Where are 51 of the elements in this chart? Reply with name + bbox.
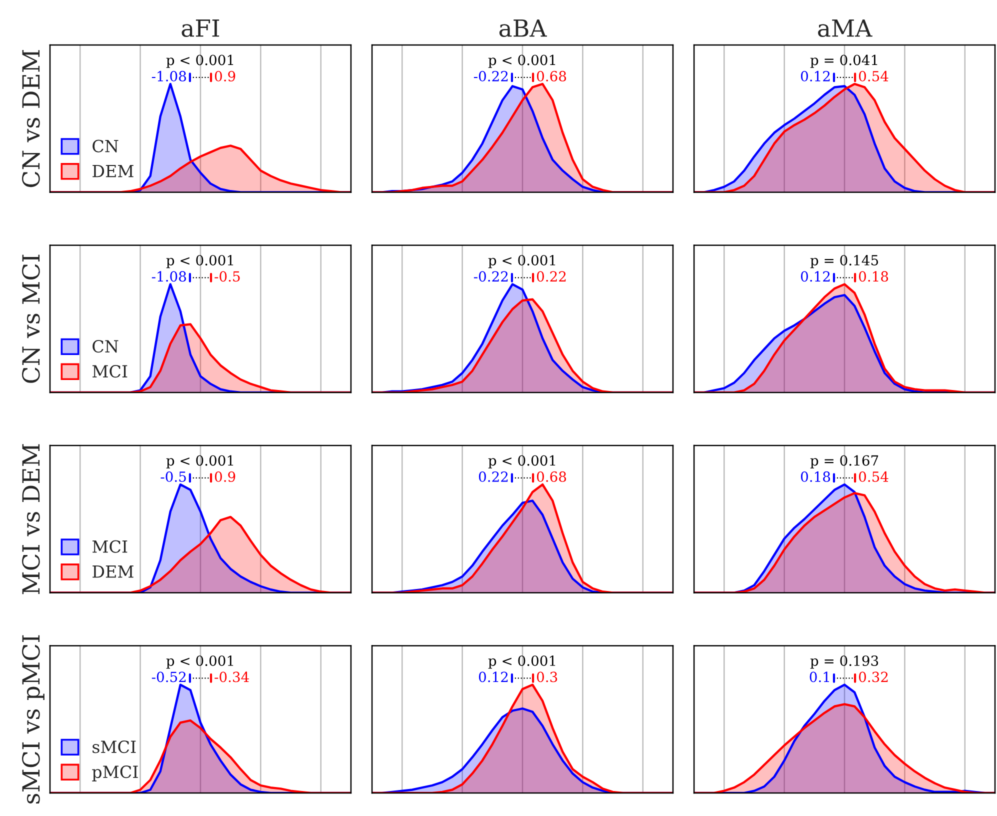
text: 0.18: [800, 471, 830, 482]
series-label: MCI: [92, 364, 128, 378]
text: p = 0.041: [810, 54, 878, 68]
text: p = 0.193: [810, 655, 878, 669]
text: 0.9: [214, 471, 236, 482]
text: 0.32: [858, 672, 888, 682]
text: p < 0.001: [166, 455, 234, 468]
text: p < 0.001: [488, 254, 556, 268]
text: 0.54: [858, 471, 888, 482]
text: 0.12: [800, 70, 830, 82]
series-label: pMCI: [92, 765, 138, 782]
y-axis-title: CN vs DEM: [22, 50, 40, 188]
text: CN: [92, 340, 118, 353]
text: 0.18: [858, 271, 888, 282]
chart-title: aMA: [818, 19, 872, 37]
text: 0.54: [858, 70, 888, 82]
legend-label: DEM: [92, 565, 134, 578]
text: p < 0.001: [166, 655, 234, 669]
text: 0.68: [536, 70, 566, 82]
text: -0.5: [214, 271, 240, 282]
legend-label: MCI: [92, 540, 128, 553]
legend-label: CN: [92, 140, 118, 152]
text: 0.68: [536, 471, 566, 482]
text: p < 0.001: [166, 254, 234, 268]
text: p < 0.001: [488, 54, 556, 68]
text: p < 0.001: [488, 455, 556, 468]
text: p < 0.001: [166, 54, 234, 68]
text: -0.22: [474, 70, 508, 82]
text: p < 0.001: [488, 655, 556, 669]
text: p = 0.145: [810, 254, 878, 268]
chart-title: aBA: [499, 19, 547, 37]
text: -1.08: [152, 271, 186, 282]
text: -0.34: [214, 672, 249, 682]
text: 0.12: [800, 271, 830, 282]
chart-title: aFI: [182, 19, 220, 37]
text: -0.5: [160, 471, 186, 482]
legend-label: DEM: [92, 164, 134, 178]
series-label: sMCI: [92, 740, 136, 754]
text: 0.12: [478, 672, 508, 682]
text: 0.22: [536, 271, 566, 282]
text: 0.3: [536, 672, 558, 682]
y-axis-title: sMCI vs pMCI: [22, 635, 44, 804]
text: -0.22: [474, 271, 508, 282]
text: 0.9: [214, 70, 236, 82]
text: p = 0.167: [810, 455, 878, 468]
text: -0.52: [152, 672, 186, 682]
text: 0.22: [478, 471, 508, 482]
text: -1.08: [152, 70, 186, 82]
y-axis-title: MCI vs DEM: [22, 444, 40, 594]
y-axis-title: CN vs MCI: [22, 254, 40, 383]
text: 0.1: [810, 672, 830, 682]
